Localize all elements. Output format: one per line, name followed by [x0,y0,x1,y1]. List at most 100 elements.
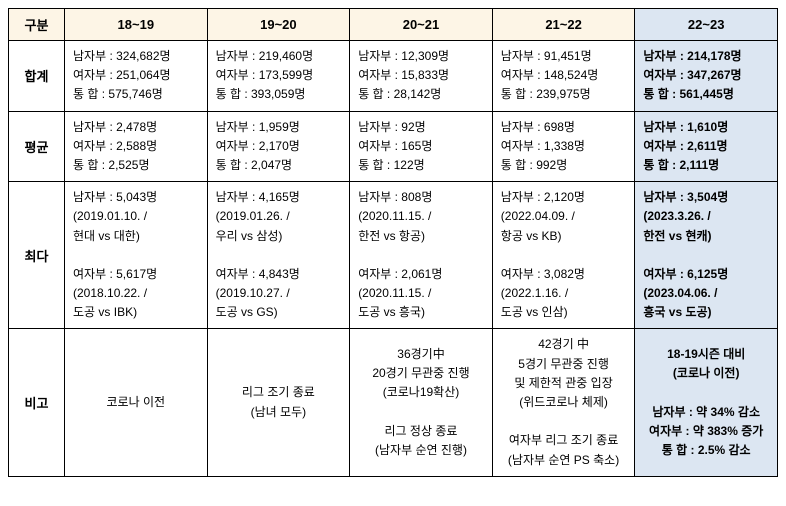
attendance-table: 구분 18~19 19~20 20~21 21~22 22~23 합계 남자부 … [8,8,778,477]
header-row: 구분 18~19 19~20 20~21 21~22 22~23 [9,9,778,41]
header-22-23: 22~23 [635,9,778,41]
max-18: 남자부 : 5,043명 (2019.01.10. / 현대 vs 대한) 여자… [65,182,208,329]
total-21-t: 통 합 : 239,975명 [501,85,631,104]
total-18-f: 여자부 : 251,064명 [73,66,203,85]
note-21-l1: 42경기 中 [497,335,631,354]
note-20-l3: (코로나19확산) [354,383,488,402]
avg-20-f: 여자부 : 165명 [358,137,488,156]
note-21: 42경기 中 5경기 무관중 진행 및 제한적 관중 입장 (위드코로나 체제)… [492,329,635,476]
note-18-l1: 코로나 이전 [69,393,203,412]
max-22-f2: (2023.04.06. / [643,284,773,303]
note-21-l6: (남자부 순연 PS 축소) [497,451,631,470]
max-22: 남자부 : 3,504명 (2023.3.26. / 한전 vs 현캐) 여자부… [635,182,778,329]
max-21: 남자부 : 2,120명 (2022.04.09. / 항공 vs KB) 여자… [492,182,635,329]
avg-18-f: 여자부 : 2,588명 [73,137,203,156]
max-19-f2: (2019.10.27. / [216,284,346,303]
note-20-l2: 20경기 무관중 진행 [354,364,488,383]
max-18-m1: 남자부 : 5,043명 [73,188,203,207]
max-19-f1: 여자부 : 4,843명 [216,265,346,284]
note-19-l2: (남녀 모두) [212,403,346,422]
total-20-f: 여자부 : 15,833명 [358,66,488,85]
max-18-f3: 도공 vs IBK) [73,303,203,322]
note-22-l3: 남자부 : 약 34% 감소 [639,403,773,422]
max-22-f3: 흥국 vs 도공) [643,303,773,322]
avg-20: 남자부 : 92명 여자부 : 165명 통 합 : 122명 [350,111,493,182]
total-22: 남자부 : 214,178명 여자부 : 347,267명 통 합 : 561,… [635,41,778,112]
max-20-f1: 여자부 : 2,061명 [358,265,488,284]
total-21-f: 여자부 : 148,524명 [501,66,631,85]
note-19: 리그 조기 종료 (남녀 모두) [207,329,350,476]
max-20-f2: (2020.11.15. / [358,284,488,303]
max-18-f2: (2018.10.22. / [73,284,203,303]
label-total: 합계 [9,41,65,112]
max-21-f1: 여자부 : 3,082명 [501,265,631,284]
max-20-m1: 남자부 : 808명 [358,188,488,207]
avg-20-t: 통 합 : 122명 [358,156,488,175]
header-20-21: 20~21 [350,9,493,41]
max-20-m2: (2020.11.15. / [358,207,488,226]
avg-22-f: 여자부 : 2,611명 [643,137,773,156]
max-20-f3: 도공 vs 흥국) [358,303,488,322]
total-22-m: 남자부 : 214,178명 [643,47,773,66]
total-18-t: 통 합 : 575,746명 [73,85,203,104]
total-22-f: 여자부 : 347,267명 [643,66,773,85]
header-19-20: 19~20 [207,9,350,41]
max-21-m1: 남자부 : 2,120명 [501,188,631,207]
note-22-l1: 18-19시즌 대비 [639,345,773,364]
total-19-m: 남자부 : 219,460명 [216,47,346,66]
max-18-m2: (2019.01.10. / [73,207,203,226]
avg-19-t: 통 합 : 2,047명 [216,156,346,175]
note-20-l5: (남자부 순연 진행) [354,441,488,460]
max-18-m3: 현대 vs 대한) [73,227,203,246]
avg-21-t: 통 합 : 992명 [501,156,631,175]
avg-18-m: 남자부 : 2,478명 [73,118,203,137]
total-20-m: 남자부 : 12,309명 [358,47,488,66]
total-18: 남자부 : 324,682명 여자부 : 251,064명 통 합 : 575,… [65,41,208,112]
total-18-m: 남자부 : 324,682명 [73,47,203,66]
note-22-l2: (코로나 이전) [639,364,773,383]
max-20: 남자부 : 808명 (2020.11.15. / 한전 vs 항공) 여자부 … [350,182,493,329]
total-19-f: 여자부 : 173,599명 [216,66,346,85]
total-22-t: 통 합 : 561,445명 [643,85,773,104]
note-21-l4: (위드코로나 체제) [497,393,631,412]
avg-20-m: 남자부 : 92명 [358,118,488,137]
avg-21: 남자부 : 698명 여자부 : 1,338명 통 합 : 992명 [492,111,635,182]
avg-22-t: 통 합 : 2,111명 [643,156,773,175]
row-max: 최다 남자부 : 5,043명 (2019.01.10. / 현대 vs 대한)… [9,182,778,329]
max-19-m2: (2019.01.26. / [216,207,346,226]
max-21-f3: 도공 vs 인삼) [501,303,631,322]
note-20-l1: 36경기中 [354,345,488,364]
note-21-l2: 5경기 무관중 진행 [497,355,631,374]
note-22-l5: 통 합 : 2.5% 감소 [639,441,773,460]
avg-19: 남자부 : 1,959명 여자부 : 2,170명 통 합 : 2,047명 [207,111,350,182]
note-21-l5: 여자부 리그 조기 종료 [497,431,631,450]
max-20-m3: 한전 vs 항공) [358,227,488,246]
total-21: 남자부 : 91,451명 여자부 : 148,524명 통 합 : 239,9… [492,41,635,112]
label-max: 최다 [9,182,65,329]
max-21-m3: 항공 vs KB) [501,227,631,246]
note-19-l1: 리그 조기 종료 [212,383,346,402]
note-20-l4: 리그 정상 종료 [354,422,488,441]
max-19-f3: 도공 vs GS) [216,303,346,322]
max-19: 남자부 : 4,165명 (2019.01.26. / 우리 vs 삼성) 여자… [207,182,350,329]
total-20-t: 통 합 : 28,142명 [358,85,488,104]
max-22-m3: 한전 vs 현캐) [643,227,773,246]
avg-22-m: 남자부 : 1,610명 [643,118,773,137]
total-19-t: 통 합 : 393,059명 [216,85,346,104]
header-18-19: 18~19 [65,9,208,41]
total-21-m: 남자부 : 91,451명 [501,47,631,66]
max-19-m3: 우리 vs 삼성) [216,227,346,246]
max-21-f2: (2022.1.16. / [501,284,631,303]
note-22-l4: 여자부 : 약 383% 증가 [639,422,773,441]
total-20: 남자부 : 12,309명 여자부 : 15,833명 통 합 : 28,142… [350,41,493,112]
note-22: 18-19시즌 대비 (코로나 이전) 남자부 : 약 34% 감소 여자부 :… [635,329,778,476]
max-22-f1: 여자부 : 6,125명 [643,265,773,284]
row-note: 비고 코로나 이전 리그 조기 종료 (남녀 모두) 36경기中 20경기 무관… [9,329,778,476]
row-total: 합계 남자부 : 324,682명 여자부 : 251,064명 통 합 : 5… [9,41,778,112]
row-avg: 평균 남자부 : 2,478명 여자부 : 2,588명 통 합 : 2,525… [9,111,778,182]
max-22-m2: (2023.3.26. / [643,207,773,226]
total-19: 남자부 : 219,460명 여자부 : 173,599명 통 합 : 393,… [207,41,350,112]
avg-19-m: 남자부 : 1,959명 [216,118,346,137]
note-18: 코로나 이전 [65,329,208,476]
avg-19-f: 여자부 : 2,170명 [216,137,346,156]
